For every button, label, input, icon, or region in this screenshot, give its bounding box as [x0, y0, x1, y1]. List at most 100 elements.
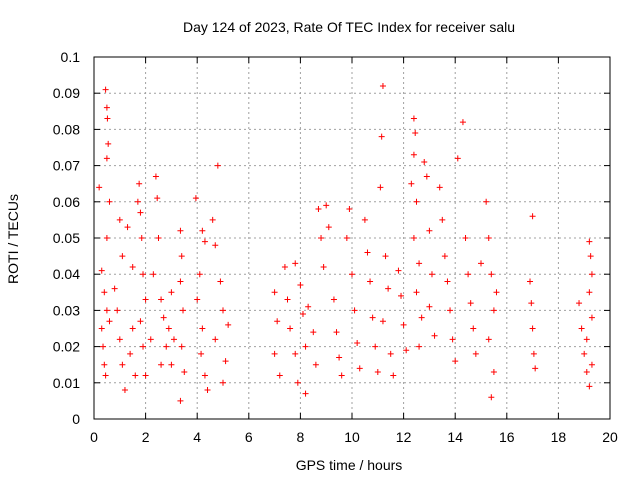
data-point — [325, 224, 332, 231]
data-point — [333, 329, 340, 336]
data-point — [168, 289, 175, 296]
data-point — [488, 271, 495, 278]
data-point — [209, 216, 216, 223]
axis-ticks: 0 2 4 6 8 10 12 14 16 18 20 0 0.01 0.02 0.03 0.04 0.05 0.… — [53, 49, 618, 445]
data-point — [444, 278, 451, 285]
data-point — [281, 263, 288, 270]
x-tick-label: 4 — [193, 429, 201, 445]
data-point — [447, 307, 454, 314]
data-point — [382, 253, 389, 260]
data-point — [103, 235, 110, 241]
data-point — [212, 336, 219, 343]
data-point — [379, 82, 386, 89]
data-point — [136, 180, 143, 187]
data-point — [527, 278, 534, 285]
y-tick-label: 0.02 — [53, 339, 80, 355]
data-point — [274, 318, 281, 325]
data-point — [150, 271, 157, 278]
data-point — [111, 285, 118, 292]
data-point — [416, 343, 423, 350]
y-tick-label: 0.05 — [53, 230, 80, 246]
data-point — [586, 383, 593, 390]
x-tick-label: 2 — [142, 429, 150, 445]
data-point — [459, 119, 466, 126]
data-point — [142, 372, 149, 379]
data-point — [421, 158, 428, 165]
data-point — [116, 216, 123, 223]
data-point — [140, 343, 147, 350]
data-point — [271, 289, 278, 296]
data-point — [181, 368, 188, 375]
data-point — [168, 361, 175, 368]
data-point — [119, 253, 126, 260]
data-point — [452, 358, 459, 365]
data-point — [400, 321, 407, 328]
data-point — [462, 235, 469, 241]
data-point — [490, 368, 497, 375]
y-tick-label: 0.01 — [53, 375, 80, 391]
data-point — [132, 372, 139, 379]
x-tick-label: 0 — [90, 429, 98, 445]
data-point — [318, 235, 325, 241]
data-point — [98, 267, 105, 274]
data-point — [96, 184, 103, 191]
data-point — [530, 350, 537, 357]
data-point — [578, 325, 585, 332]
data-point — [201, 372, 208, 379]
data-point — [102, 372, 109, 379]
data-point — [418, 314, 425, 321]
data-point — [586, 238, 593, 245]
data-point — [588, 314, 595, 321]
data-point — [483, 198, 490, 205]
y-tick-label: 0.04 — [53, 266, 80, 282]
data-point — [104, 115, 111, 122]
data-point — [488, 394, 495, 401]
data-point — [163, 343, 170, 350]
data-point — [356, 365, 363, 372]
data-point — [413, 198, 420, 205]
data-point — [581, 350, 588, 357]
x-tick-label: 8 — [297, 429, 305, 445]
y-tick-label: 0 — [72, 411, 80, 427]
data-point — [377, 184, 384, 191]
data-point — [349, 271, 355, 278]
data-point — [410, 235, 417, 241]
data-point — [338, 372, 345, 379]
data-point — [103, 155, 110, 162]
data-point — [351, 307, 358, 314]
data-point — [374, 368, 381, 375]
data-point — [119, 361, 126, 368]
data-point — [177, 227, 184, 234]
data-point — [178, 253, 185, 260]
data-point — [465, 271, 472, 278]
data-point — [431, 332, 438, 339]
data-point — [395, 267, 402, 274]
data-point — [586, 289, 593, 296]
data-point — [379, 318, 386, 325]
data-point — [121, 387, 128, 394]
data-point — [390, 372, 397, 379]
data-point — [103, 307, 110, 314]
data-point — [158, 361, 165, 368]
data-point — [271, 350, 278, 357]
y-tick-label: 0.08 — [53, 121, 80, 137]
data-point — [528, 300, 535, 307]
data-point — [385, 285, 392, 292]
data-point — [320, 263, 327, 270]
x-tick-label: 14 — [447, 429, 463, 445]
data-point — [467, 300, 474, 307]
data-point — [336, 354, 343, 361]
data-point — [426, 303, 433, 310]
y-tick-label: 0.09 — [53, 85, 80, 101]
data-point — [372, 343, 379, 350]
data-point — [294, 379, 301, 386]
data-point — [364, 249, 371, 256]
data-point — [412, 130, 419, 137]
data-point — [426, 227, 433, 234]
data-point — [302, 343, 309, 350]
data-point — [170, 336, 177, 343]
data-point — [124, 224, 131, 231]
data-point — [410, 115, 417, 122]
data-point — [152, 173, 159, 180]
